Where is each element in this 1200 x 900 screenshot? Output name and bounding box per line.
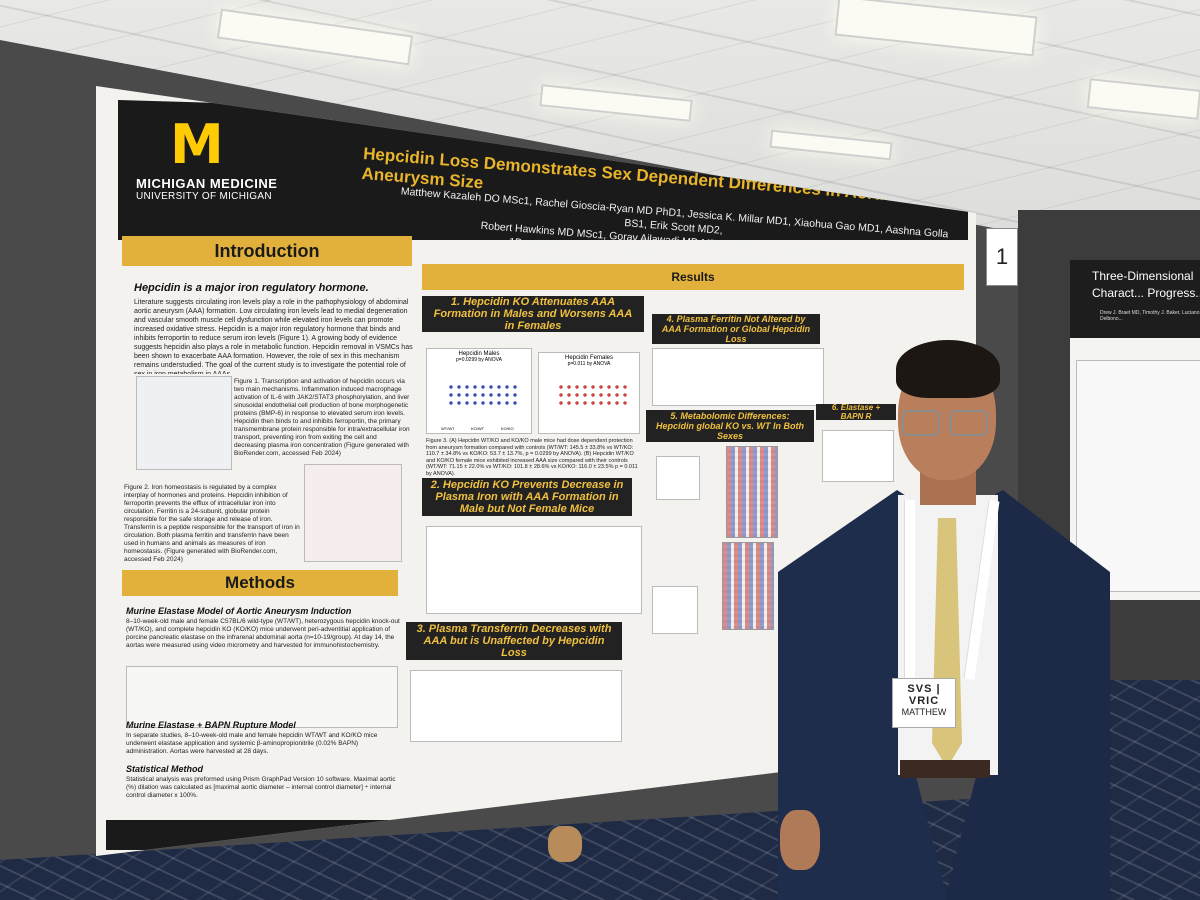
- hand: [780, 810, 820, 870]
- data-points: [557, 383, 627, 409]
- presenter: SVS | VRIC MATTHEW: [770, 340, 1110, 900]
- methods-subhead-1: Murine Elastase Model of Aortic Aneurysm…: [126, 606, 352, 616]
- result-4-charts: [652, 348, 824, 406]
- pca-plot: [652, 586, 698, 634]
- result-3-heading: 3. Plasma Transferrin Decreases with AAA…: [406, 622, 622, 660]
- result-2-charts: [426, 526, 642, 614]
- neighbor-poster-authors: Drew J. Braet MD, Timothy J. Baker, Luci…: [1100, 310, 1200, 322]
- chart-title-males: Hepcidin Males: [458, 351, 500, 357]
- chart-group-label: WT/WT: [441, 426, 455, 431]
- logo-name: MICHIGAN MEDICINE: [136, 176, 278, 191]
- result-3-charts: [410, 670, 622, 742]
- chart-group-label: KO/WT: [471, 426, 485, 431]
- figure-3-caption: Figure 3. (A) Hepcidin WT/KO and KO/KO m…: [426, 438, 638, 477]
- result-6-chart: [822, 430, 894, 482]
- chart-p-females: p=0.011 by ANOVA: [567, 361, 611, 367]
- methods-subhead-2: Murine Elastase + BAPN Rupture Model: [126, 720, 296, 730]
- badge-name: MATTHEW: [901, 707, 947, 717]
- metabolomic-heatmap: [722, 542, 774, 630]
- figure-2-diagram: [304, 464, 402, 562]
- lanyard: [904, 500, 915, 680]
- chart-group-label: KO/KO: [501, 426, 514, 431]
- hair: [896, 340, 1000, 398]
- neighbor-poster-title: Three-Dimensional Charact... Progress...: [1092, 269, 1200, 300]
- metabolomic-heatmap: [726, 446, 778, 538]
- belt: [900, 760, 990, 778]
- badge-org: SVS | VRIC: [907, 683, 941, 707]
- result-2-heading: 2. Hepcidin KO Prevents Decrease in Plas…: [422, 478, 632, 516]
- result-1-chart-females: Hepcidin Females p=0.011 by ANOVA: [538, 352, 640, 434]
- methods-figure: [126, 666, 398, 728]
- introduction-header: Introduction: [122, 236, 412, 266]
- glasses-icon: [950, 410, 988, 436]
- michigan-medicine-logo: M MICHIGAN MEDICINE UNIVERSITY OF MICHIG…: [136, 113, 306, 203]
- intro-text: Literature suggests circulating iron lev…: [134, 299, 413, 374]
- result-6-heading: 6. Elastase + BAPN R: [816, 403, 896, 421]
- methods-header: Methods: [122, 570, 398, 596]
- block-m-logo: M: [170, 113, 224, 176]
- board-number-card: 1: [986, 228, 1018, 286]
- neighbor-poster-figure: [1076, 360, 1200, 592]
- intro-subhead: Hepcidin is a major iron regulatory horm…: [134, 282, 369, 294]
- pca-plot: [656, 456, 700, 500]
- figure-2-caption: Figure 2. Iron homeostasis is regulated …: [124, 484, 300, 563]
- neighbor-poster: Three-Dimensional Charact... Progress...…: [1070, 260, 1200, 600]
- figure-1-diagram: [136, 376, 232, 470]
- glasses-icon: [902, 410, 940, 436]
- methods-text-2: In separate studies, 8–10-week-old male …: [126, 732, 378, 755]
- result-1-heading: 1. Hepcidin KO Attenuates AAA Formation …: [422, 296, 644, 332]
- chart-title-females: Hepcidin Females: [564, 355, 614, 361]
- shoe: [548, 826, 582, 862]
- methods-text-3: Statistical analysis was preformed using…: [126, 776, 396, 799]
- name-badge: SVS | VRIC MATTHEW: [892, 678, 956, 728]
- chart-p-males: p=0.0299 by ANOVA: [456, 357, 502, 363]
- result-5-heading: 5. Metabolomic Differences: Hepcidin glo…: [646, 410, 814, 442]
- methods-subhead-3: Statistical Method: [126, 764, 204, 774]
- result-1-chart-males: Hepcidin Males p=0.0299 by ANOVA WT/WT K…: [426, 348, 532, 434]
- neighbor-poster-header: Three-Dimensional Charact... Progress...…: [1070, 260, 1200, 338]
- logo-subtitle: UNIVERSITY OF MICHIGAN: [136, 191, 272, 202]
- results-header: Results: [422, 264, 964, 290]
- result-4-heading: 4. Plasma Ferritin Not Altered by AAA Fo…: [652, 314, 820, 344]
- methods-text-1: 8–10-week-old male and female C57BL/6 wi…: [126, 618, 400, 649]
- figure-1-caption: Figure 1. Transcription and activation o…: [234, 378, 410, 457]
- data-points: [447, 383, 517, 409]
